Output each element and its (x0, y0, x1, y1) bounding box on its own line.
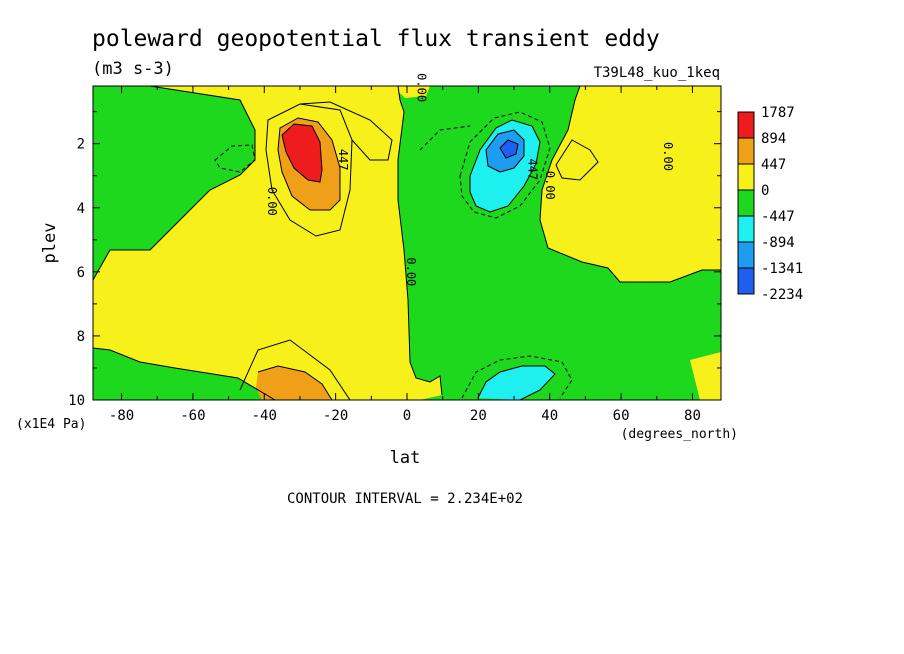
x-tick-label: 40 (541, 408, 558, 424)
colorbar-label: 1787 (761, 105, 795, 121)
units-label: (m3 s-3) (92, 59, 174, 79)
run-label: T39L48_kuo_1keq (594, 65, 720, 81)
colorbar-label: -447 (761, 209, 795, 225)
colorbar-label: 894 (761, 131, 786, 147)
colorbar-label: -2234 (761, 287, 803, 303)
contour-label: 0.00 (661, 142, 675, 171)
x-tick-label: -60 (180, 408, 205, 424)
chart-title: poleward geopotential flux transient edd… (92, 26, 660, 52)
contour-label: 447 (336, 149, 350, 171)
colorbar-swatch (737, 241, 755, 269)
y-tick-label: 8 (77, 329, 85, 345)
colorbar: 1787 894 447 0 -447 -894 -1341 -2234 (737, 105, 803, 303)
y-axis-title: plev (40, 223, 60, 264)
positive-region-nh (540, 86, 721, 282)
x-axis: -80 -60 -40 -20 0 20 40 60 80 (109, 86, 701, 424)
colorbar-label: 0 (761, 183, 769, 199)
positive-region-main (93, 86, 442, 400)
colorbar-swatch (737, 111, 755, 139)
contour-neg1341 (500, 140, 518, 158)
colorbar-swatch (737, 137, 755, 165)
colorbar-label: 447 (761, 157, 786, 173)
x-axis-units: (degrees_north) (621, 427, 738, 442)
contour-label: 0.00 (415, 73, 429, 102)
contour-interval-label: CONTOUR INTERVAL = 2.234E+02 (287, 491, 523, 507)
y-tick-label: 4 (77, 201, 85, 217)
x-tick-label: 80 (684, 408, 701, 424)
x-axis-title: lat (390, 448, 421, 468)
y-tick-label: 6 (77, 265, 85, 281)
contour-label: 0.00 (404, 257, 418, 286)
y-axis-units: (x1E4 Pa) (16, 417, 86, 432)
y-tick-label: 2 (77, 137, 85, 153)
x-tick-label: 60 (613, 408, 630, 424)
colorbar-swatch (737, 163, 755, 191)
positive-region-top (392, 86, 430, 98)
x-tick-label: 20 (470, 408, 487, 424)
colorbar-label: -894 (761, 235, 795, 251)
x-tick-label: -20 (323, 408, 348, 424)
contour-894 (282, 124, 322, 182)
contour-label: 0.00 (543, 171, 557, 200)
x-tick-label: -40 (252, 408, 277, 424)
green-wedge (412, 205, 426, 248)
y-tick-label: 10 (68, 393, 85, 409)
low-level-positive (256, 366, 332, 400)
x-tick-label: -80 (109, 408, 134, 424)
plot-field (93, 86, 721, 400)
contour-label: 0.00 (265, 187, 279, 216)
x-tick-label: 0 (403, 408, 411, 424)
colorbar-swatch (737, 267, 755, 295)
colorbar-label: -1341 (761, 261, 803, 277)
colorbar-swatch (737, 189, 755, 217)
contour-label: 447 (525, 158, 539, 180)
positive-region-nh-low (690, 352, 721, 400)
colorbar-swatch (737, 215, 755, 243)
y-axis: 2 4 6 8 10 (68, 111, 721, 409)
contour-labels: 0.00 447 0.00 0.00 447 0.00 0.00 (265, 73, 675, 286)
